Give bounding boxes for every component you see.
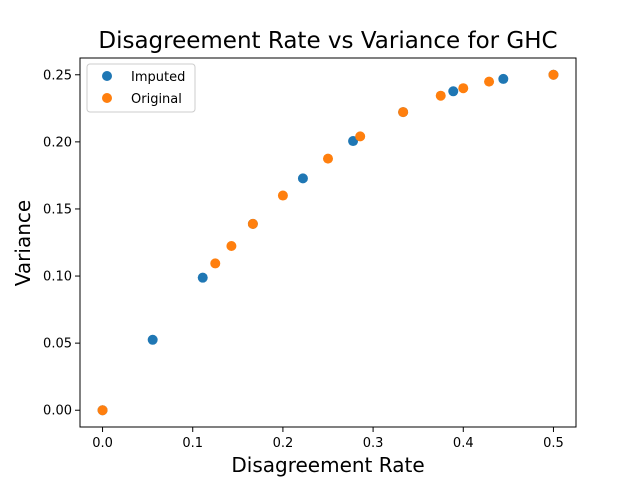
point-imputed bbox=[147, 334, 158, 345]
legend-label-imputed: Imputed bbox=[131, 70, 185, 85]
point-original bbox=[398, 107, 409, 118]
y-axis-label: Variance bbox=[11, 200, 35, 286]
y-tick-label: 0.05 bbox=[43, 337, 72, 352]
axes-frame bbox=[79, 57, 577, 428]
point-original bbox=[277, 190, 288, 201]
point-imputed bbox=[197, 272, 208, 283]
point-original bbox=[323, 153, 333, 164]
point-imputed bbox=[297, 173, 308, 184]
legend-label-original: Original bbox=[131, 92, 182, 107]
legend: Imputed Original bbox=[86, 63, 196, 113]
y-tick-label: 0.15 bbox=[43, 202, 72, 217]
x-tick-label: 0.4 bbox=[453, 436, 474, 451]
point-original bbox=[355, 131, 366, 142]
point-original bbox=[435, 90, 446, 101]
point-original bbox=[247, 218, 258, 229]
point-original bbox=[97, 405, 108, 416]
y-tick-label: 0.20 bbox=[43, 135, 72, 150]
x-tick-label: 0.3 bbox=[363, 436, 384, 451]
y-tick-label: 0.00 bbox=[43, 404, 72, 419]
point-original bbox=[458, 83, 469, 94]
chart-title: Disagreement Rate vs Variance for GHC bbox=[98, 28, 557, 54]
point-imputed bbox=[498, 73, 509, 84]
plot-area bbox=[97, 69, 559, 416]
legend-marker-imputed bbox=[102, 71, 112, 81]
point-original bbox=[484, 76, 495, 87]
y-tick-label: 0.10 bbox=[43, 270, 72, 285]
point-imputed bbox=[348, 136, 359, 147]
y-tick-label: 0.25 bbox=[43, 68, 72, 83]
point-original bbox=[548, 69, 559, 80]
x-tick-label: 0.1 bbox=[182, 436, 203, 451]
legend-box bbox=[86, 63, 196, 113]
x-tick-label: 0.5 bbox=[543, 436, 564, 451]
point-original bbox=[210, 258, 221, 269]
point-imputed bbox=[448, 86, 459, 97]
x-tick-label: 0.0 bbox=[92, 436, 113, 451]
x-tick-label: 0.2 bbox=[273, 436, 294, 451]
point-original bbox=[226, 240, 237, 251]
legend-marker-original bbox=[102, 93, 112, 103]
x-axis-label: Disagreement Rate bbox=[231, 453, 424, 477]
